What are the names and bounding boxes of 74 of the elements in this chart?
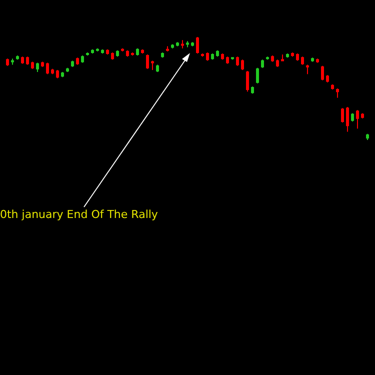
candlestick bbox=[331, 84, 334, 90]
candlestick bbox=[136, 48, 139, 56]
candlestick bbox=[261, 59, 264, 68]
candlestick bbox=[116, 50, 119, 58]
candlestick bbox=[156, 64, 159, 73]
candlestick bbox=[191, 42, 194, 47]
candlestick bbox=[121, 48, 124, 52]
candlestick bbox=[166, 46, 169, 52]
candlestick bbox=[16, 55, 19, 60]
candlestick bbox=[296, 52, 299, 62]
candlestick bbox=[316, 58, 319, 64]
candlestick bbox=[96, 48, 99, 52]
candlestick bbox=[6, 58, 9, 66]
candlestick bbox=[31, 61, 34, 70]
candlestick bbox=[361, 112, 364, 119]
candlestick bbox=[81, 55, 84, 64]
candlestick bbox=[366, 133, 369, 140]
candlestick bbox=[216, 50, 219, 58]
candlestick bbox=[356, 110, 359, 130]
candlestick bbox=[181, 40, 184, 49]
candlestick bbox=[321, 65, 324, 81]
candlestick bbox=[86, 52, 89, 56]
candlestick bbox=[276, 59, 279, 68]
candlestick bbox=[61, 72, 64, 78]
candlestick bbox=[41, 61, 44, 68]
candlestick bbox=[311, 57, 314, 62]
text: 0th january End Of The Rally bbox=[0, 208, 158, 221]
candlestick bbox=[101, 48, 104, 54]
candlestick bbox=[141, 48, 144, 54]
candlestick bbox=[206, 52, 209, 62]
candlestick bbox=[346, 106, 349, 132]
candlestick bbox=[36, 62, 39, 73]
candlestick bbox=[236, 56, 239, 66]
candlestick bbox=[111, 52, 114, 60]
candlestick bbox=[306, 64, 309, 75]
candlestick bbox=[201, 52, 204, 58]
candlestick bbox=[71, 60, 74, 68]
candlestick bbox=[186, 40, 189, 48]
candlestick bbox=[26, 56, 29, 66]
candlestick bbox=[281, 54, 284, 62]
candlestick bbox=[151, 60, 154, 70]
candlestick bbox=[171, 44, 174, 49]
candlestick bbox=[176, 42, 179, 47]
candlestick bbox=[56, 69, 59, 79]
candlestick bbox=[291, 52, 294, 58]
candlestick bbox=[226, 56, 229, 64]
candlestick bbox=[211, 52, 214, 60]
candlestick bbox=[196, 36, 199, 54]
candlestick bbox=[301, 56, 304, 66]
candlestick bbox=[266, 56, 269, 60]
candlestick bbox=[76, 57, 79, 66]
candlestick bbox=[46, 62, 49, 75]
candlestick bbox=[271, 55, 274, 62]
candlestick bbox=[241, 59, 244, 70]
candlestick bbox=[21, 56, 24, 64]
candlestick bbox=[351, 112, 354, 122]
candlestick bbox=[106, 48, 109, 56]
candlestick bbox=[251, 86, 254, 94]
candlestick bbox=[66, 67, 69, 73]
candlestick bbox=[11, 58, 14, 66]
candlestick bbox=[221, 52, 224, 60]
candlestick bbox=[341, 108, 344, 123]
candlestick bbox=[286, 52, 289, 58]
candlestick bbox=[246, 70, 249, 92]
candlestick bbox=[256, 67, 259, 84]
candlestick bbox=[161, 52, 164, 58]
candlestick bbox=[231, 57, 234, 60]
candlestick bbox=[91, 48, 94, 54]
candlestick bbox=[146, 54, 149, 70]
candlestick bbox=[326, 74, 329, 83]
candlestick bbox=[131, 52, 134, 56]
candlestick bbox=[51, 68, 54, 75]
candlestick bbox=[336, 88, 339, 98]
candlestick bbox=[126, 50, 129, 58]
